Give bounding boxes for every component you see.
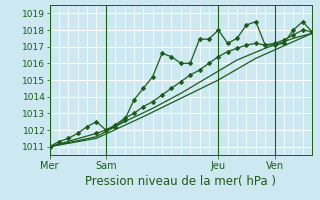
X-axis label: Pression niveau de la mer( hPa ): Pression niveau de la mer( hPa ) [85,175,276,188]
